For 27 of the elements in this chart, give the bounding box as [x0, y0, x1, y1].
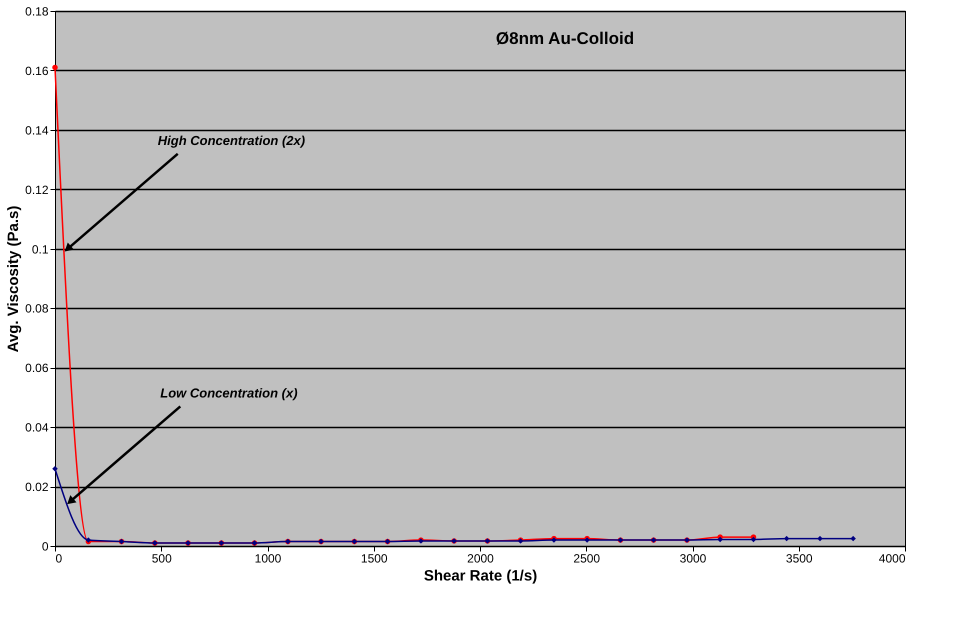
x-tick-label: 1500	[360, 552, 388, 566]
y-tick-label: 0.08	[25, 302, 49, 316]
x-tick-label: 3000	[680, 552, 707, 566]
point	[52, 466, 58, 472]
text: Ø8nm Au-Colloid	[496, 29, 634, 48]
y-axis-title: Avg. Viscosity (Pa.s)	[5, 206, 22, 352]
point	[817, 536, 823, 542]
y-tick-label: 0.18	[25, 4, 49, 18]
y-tick-label: 0	[42, 540, 49, 554]
y-tick-label: 0.12	[25, 182, 49, 197]
y-tick-label: 0.06	[25, 361, 49, 376]
y-tick-label: 0.02	[25, 480, 49, 494]
x-tick-label: 0	[56, 552, 62, 566]
x-axis-title: Shear Rate (1/s)	[424, 568, 538, 584]
y-tick-label: 0.14	[25, 123, 49, 138]
x-tick-label: 2500	[573, 552, 600, 566]
x-tick-label: 500	[152, 552, 172, 566]
x-tick-label: 4000	[878, 552, 906, 566]
y-tick-label: 0.1	[32, 242, 49, 256]
point	[750, 536, 756, 542]
annotation: High Concentration (2x)	[158, 132, 306, 148]
y-tick-label: 0.04	[25, 420, 49, 435]
x-tick-label: 3500	[786, 552, 813, 566]
annotation: Low Concentration (x)	[160, 385, 298, 400]
x-tick-label: 2000	[467, 552, 494, 566]
x-tick-label: 1000	[254, 552, 282, 566]
y-tick-label: 0.16	[25, 64, 49, 78]
